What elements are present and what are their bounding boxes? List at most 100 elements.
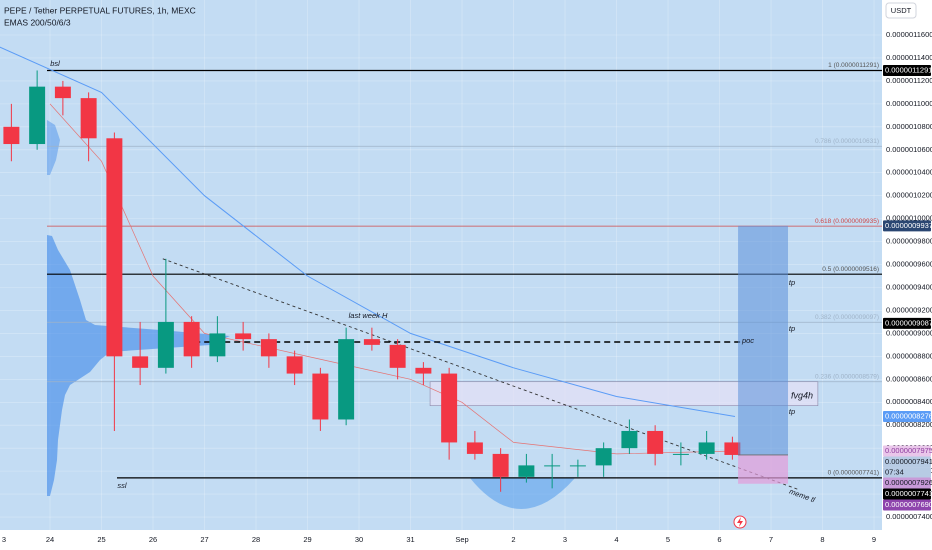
chart-title: PEPE / Tether PERPETUAL FUTURES, 1h, MEX… xyxy=(4,5,196,15)
y-tick-label: 0.0000011400 xyxy=(886,53,932,62)
y-tick-label: 0.0000009400 xyxy=(886,282,932,291)
volume-profile-top xyxy=(47,120,60,175)
annotation: ssl xyxy=(117,481,127,490)
level-label: 0.786 (0.0000010631) xyxy=(815,138,879,145)
candle-body xyxy=(569,465,586,467)
annotation: poc xyxy=(741,336,754,345)
position-target xyxy=(738,225,789,455)
x-tick-label: 6 xyxy=(717,535,721,544)
x-tick-label: 5 xyxy=(666,535,670,544)
x-tick-label: 25 xyxy=(97,535,105,544)
candle-body xyxy=(363,339,380,345)
price-tag-label: 0.0000007975 xyxy=(885,446,932,455)
candle-body xyxy=(415,367,432,374)
candle-body xyxy=(54,86,71,99)
x-tick-label: 29 xyxy=(303,535,311,544)
level-label: 0.5 (0.0000009516) xyxy=(822,266,879,273)
price-tag xyxy=(883,64,931,76)
price-tag-label: 0.0000007741 xyxy=(885,489,932,498)
candle-body xyxy=(3,126,20,145)
candle-body xyxy=(466,442,483,454)
annotation: tp xyxy=(789,407,795,416)
y-tick-label: 0.0000011000 xyxy=(886,99,932,108)
y-tick-label: 0.0000009800 xyxy=(886,237,932,246)
y-tick-label: 0.0000007400 xyxy=(886,512,932,521)
candle-body xyxy=(183,321,200,357)
annotation: tp xyxy=(789,324,795,333)
candle-body xyxy=(621,430,638,449)
ema-line xyxy=(0,46,736,417)
candle-body xyxy=(724,442,741,455)
x-tick-label: 9 xyxy=(872,535,876,544)
y-tick-label: 0.0000010200 xyxy=(886,191,932,200)
price-tag-label: 0.0000007926 xyxy=(885,478,932,487)
price-tag-label: 0.0000009087 xyxy=(885,318,932,327)
candle-body xyxy=(441,373,458,443)
candle-body xyxy=(647,430,664,454)
candle-body xyxy=(698,442,715,454)
price-tag xyxy=(883,317,931,329)
y-tick-label: 0.0000009600 xyxy=(886,260,932,269)
x-tick-label: 3 xyxy=(563,535,567,544)
x-tick-label: 30 xyxy=(355,535,363,544)
y-tick-label: 0.0000010400 xyxy=(886,168,932,177)
x-tick-label: 31 xyxy=(406,535,414,544)
fvg-box xyxy=(429,381,819,407)
y-tick-label: 0.0000008800 xyxy=(886,351,932,360)
candle-body xyxy=(492,453,509,477)
countdown-tag xyxy=(883,467,931,478)
rounded-bottom xyxy=(470,478,575,509)
candle-body xyxy=(235,333,252,340)
y-tick-label: 0.0000008200 xyxy=(886,420,932,429)
level-label: 0.382 (0.0000009097) xyxy=(815,314,879,321)
x-tick-label: 26 xyxy=(149,535,157,544)
y-tick-label: 0.0000010000 xyxy=(886,214,932,223)
x-tick-label: 2 xyxy=(511,535,515,544)
candle-body xyxy=(29,86,46,145)
x-tick-label: Sep xyxy=(455,535,468,544)
x-tick-label: 8 xyxy=(820,535,824,544)
candle-body xyxy=(672,453,689,455)
candle-body xyxy=(595,448,612,466)
trendline xyxy=(162,258,801,491)
x-tick-label: 27 xyxy=(200,535,208,544)
x-tick-label: 28 xyxy=(252,535,260,544)
x-tick-label: 7 xyxy=(769,535,773,544)
y-tick-label: 0.0000008600 xyxy=(886,374,932,383)
y-tick-label: 0.0000009200 xyxy=(886,305,932,314)
level-label: 0 (0.0000007741) xyxy=(828,470,879,477)
candle-body xyxy=(106,138,123,357)
price-tag xyxy=(883,456,931,468)
time-axis xyxy=(0,530,882,550)
annotation: fvg4h xyxy=(791,390,813,400)
x-tick-label: 24 xyxy=(46,535,54,544)
annotation: bsl xyxy=(50,59,60,68)
x-tick-label: 4 xyxy=(614,535,618,544)
x-tick-label: 3 xyxy=(2,535,6,544)
price-tag-label: 0.0000007690 xyxy=(885,500,932,509)
price-tag xyxy=(883,445,931,457)
candle-body xyxy=(338,339,355,420)
y-tick-label: 0.0000010600 xyxy=(886,145,932,154)
lightning-glyph xyxy=(737,517,743,527)
price-tag-label: 0.0000007941 xyxy=(885,457,932,466)
candle-body xyxy=(286,356,303,374)
candle-body xyxy=(157,321,174,368)
candle-body xyxy=(80,98,97,139)
annotation: last week H xyxy=(349,311,388,320)
price-tag xyxy=(883,477,931,489)
currency-label[interactable]: USDT xyxy=(891,6,912,15)
y-tick-label: 0.0000010800 xyxy=(886,122,932,131)
candle-body xyxy=(209,333,226,357)
price-tag-label: 0.0000009937 xyxy=(885,221,932,230)
volume-profile xyxy=(47,235,230,496)
chart-subtitle: EMAS 200/50/6/3 xyxy=(4,17,71,27)
plot-background xyxy=(0,0,882,530)
candle-body xyxy=(389,344,406,368)
level-label: 0.236 (0.0000008579) xyxy=(815,373,879,380)
currency-button[interactable] xyxy=(885,2,917,19)
position-stop xyxy=(738,454,789,484)
price-tag xyxy=(883,220,931,232)
ema-line xyxy=(49,103,736,455)
